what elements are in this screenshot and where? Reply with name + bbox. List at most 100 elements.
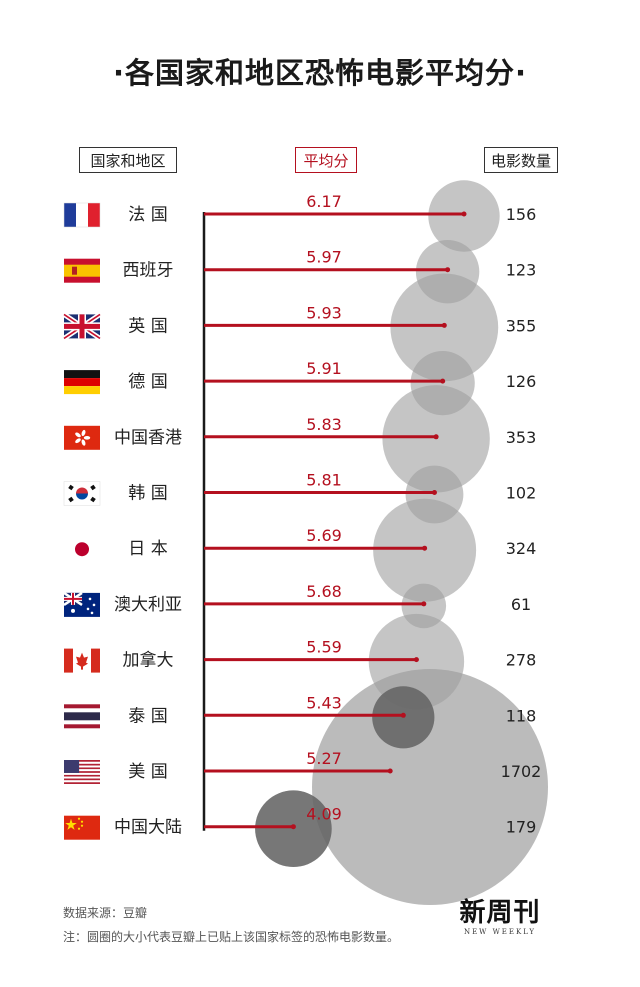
movie-count-label: 324	[506, 539, 537, 558]
score-label: 5.59	[306, 638, 342, 657]
flag-part	[77, 827, 81, 830]
flag-part	[88, 597, 92, 601]
country-label: 法 国	[128, 205, 167, 225]
movie-count-label: 126	[506, 372, 537, 391]
movie-count-label: 61	[511, 595, 531, 614]
flag-uk-icon	[62, 312, 102, 341]
movie-count-label: 355	[506, 316, 537, 335]
country-row: 中国香港 5.83 353	[64, 415, 536, 450]
flag-part	[81, 439, 86, 446]
country-label: 美 国	[128, 762, 167, 782]
flag-part	[90, 484, 96, 491]
flag-part	[64, 378, 100, 387]
flag-part	[64, 648, 73, 673]
country-label: 韩 国	[128, 484, 167, 504]
flag-part	[83, 436, 91, 440]
data-source-note: 数据来源：豆瓣	[63, 906, 148, 920]
movie-count-label: 1702	[501, 762, 542, 781]
flag-border	[63, 202, 101, 228]
brand-logo: 新周刊 NEW WEEKLY	[452, 898, 548, 936]
flag-part	[68, 484, 74, 491]
flag-part	[64, 386, 100, 395]
score-bar-end	[387, 768, 393, 774]
score-bar-end	[441, 322, 447, 328]
flag-part	[64, 776, 100, 779]
score-bar-end	[433, 434, 439, 440]
flag-thailand-icon	[64, 704, 100, 729]
flag-part	[64, 774, 100, 777]
country-label: 澳大利亚	[114, 595, 182, 615]
country-label: 日 本	[128, 539, 167, 559]
flag-part	[77, 817, 81, 820]
header-movie-count: 电影数量	[484, 147, 558, 173]
rows-group: 法 国 6.17 156 西班牙 5.97 123 英 国 5.93 355 德 国 5.91 126…	[62, 192, 542, 840]
score-bar-end	[440, 378, 446, 384]
flag-part	[64, 772, 100, 775]
score-label: 5.81	[306, 471, 342, 490]
flag-part	[76, 652, 88, 670]
flag-australia-icon	[63, 591, 100, 617]
flag-japan-icon	[64, 537, 100, 562]
score-bar-end	[422, 545, 428, 551]
flag-part	[64, 425, 100, 450]
movie-count-label: 278	[506, 651, 537, 670]
score-label: 5.83	[306, 415, 342, 434]
flag-hongkong-icon	[64, 425, 100, 450]
flag-part	[64, 203, 76, 227]
flag-france-icon	[63, 202, 101, 228]
country-label: 中国大陆	[114, 818, 182, 838]
chart-title: ·各国家和地区恐怖电影平均分·	[112, 56, 528, 90]
score-bar-end	[290, 824, 296, 830]
score-label: 4.09	[306, 805, 342, 824]
count-bubble	[312, 669, 548, 905]
flag-part	[64, 763, 100, 766]
country-row: 加拿大 5.59 278	[64, 638, 536, 673]
flag-part	[64, 760, 100, 762]
country-row: 英 国 5.93 355	[62, 303, 537, 341]
flag-korea-icon	[63, 481, 101, 506]
score-label: 6.17	[306, 192, 342, 211]
bubble-size-note: 注：圆圈的大小代表豆瓣上已贴上该国家标签的恐怖电影数量。	[63, 930, 400, 944]
flag-part	[76, 487, 88, 494]
flag-part	[86, 607, 90, 611]
flag-part	[64, 782, 100, 784]
flag-part	[64, 323, 100, 329]
header-average-score: 平均分	[295, 147, 357, 173]
flag-part	[71, 608, 75, 613]
flag-spain-icon	[64, 258, 100, 283]
flag-china-icon	[64, 815, 100, 840]
flag-border	[63, 481, 101, 506]
flag-part	[68, 496, 74, 503]
flag-part	[80, 820, 84, 823]
flag-germany-icon	[64, 370, 100, 395]
score-bar-end	[445, 267, 451, 273]
flag-part	[64, 264, 100, 277]
score-bar-end	[421, 601, 427, 607]
bubbles-group	[255, 180, 548, 905]
brand-name: 新周刊	[459, 898, 541, 928]
flag-part	[64, 370, 100, 379]
score-bar-end	[413, 657, 419, 663]
flag-part	[80, 824, 84, 827]
flag-part	[75, 542, 89, 557]
score-bar-end	[431, 490, 437, 495]
flag-part	[64, 765, 100, 768]
flag-part	[64, 767, 100, 770]
flag-part	[65, 818, 77, 830]
flag-part	[76, 493, 88, 500]
flag-part	[64, 597, 82, 600]
header-country: 国家和地区	[79, 147, 177, 173]
flag-part	[76, 203, 88, 227]
flag-part	[75, 438, 81, 444]
flag-canada-icon	[64, 648, 100, 673]
flag-usa-icon	[64, 760, 100, 784]
flag-part	[64, 760, 80, 773]
score-label: 5.68	[306, 582, 342, 601]
flag-part	[64, 712, 100, 721]
flag-part	[64, 771, 100, 773]
movie-count-label: 156	[506, 205, 537, 224]
score-label: 5.97	[306, 248, 342, 267]
country-row: 韩 国 5.81 102	[63, 471, 536, 506]
country-label: 西班牙	[123, 261, 174, 281]
country-label: 加拿大	[123, 650, 174, 671]
